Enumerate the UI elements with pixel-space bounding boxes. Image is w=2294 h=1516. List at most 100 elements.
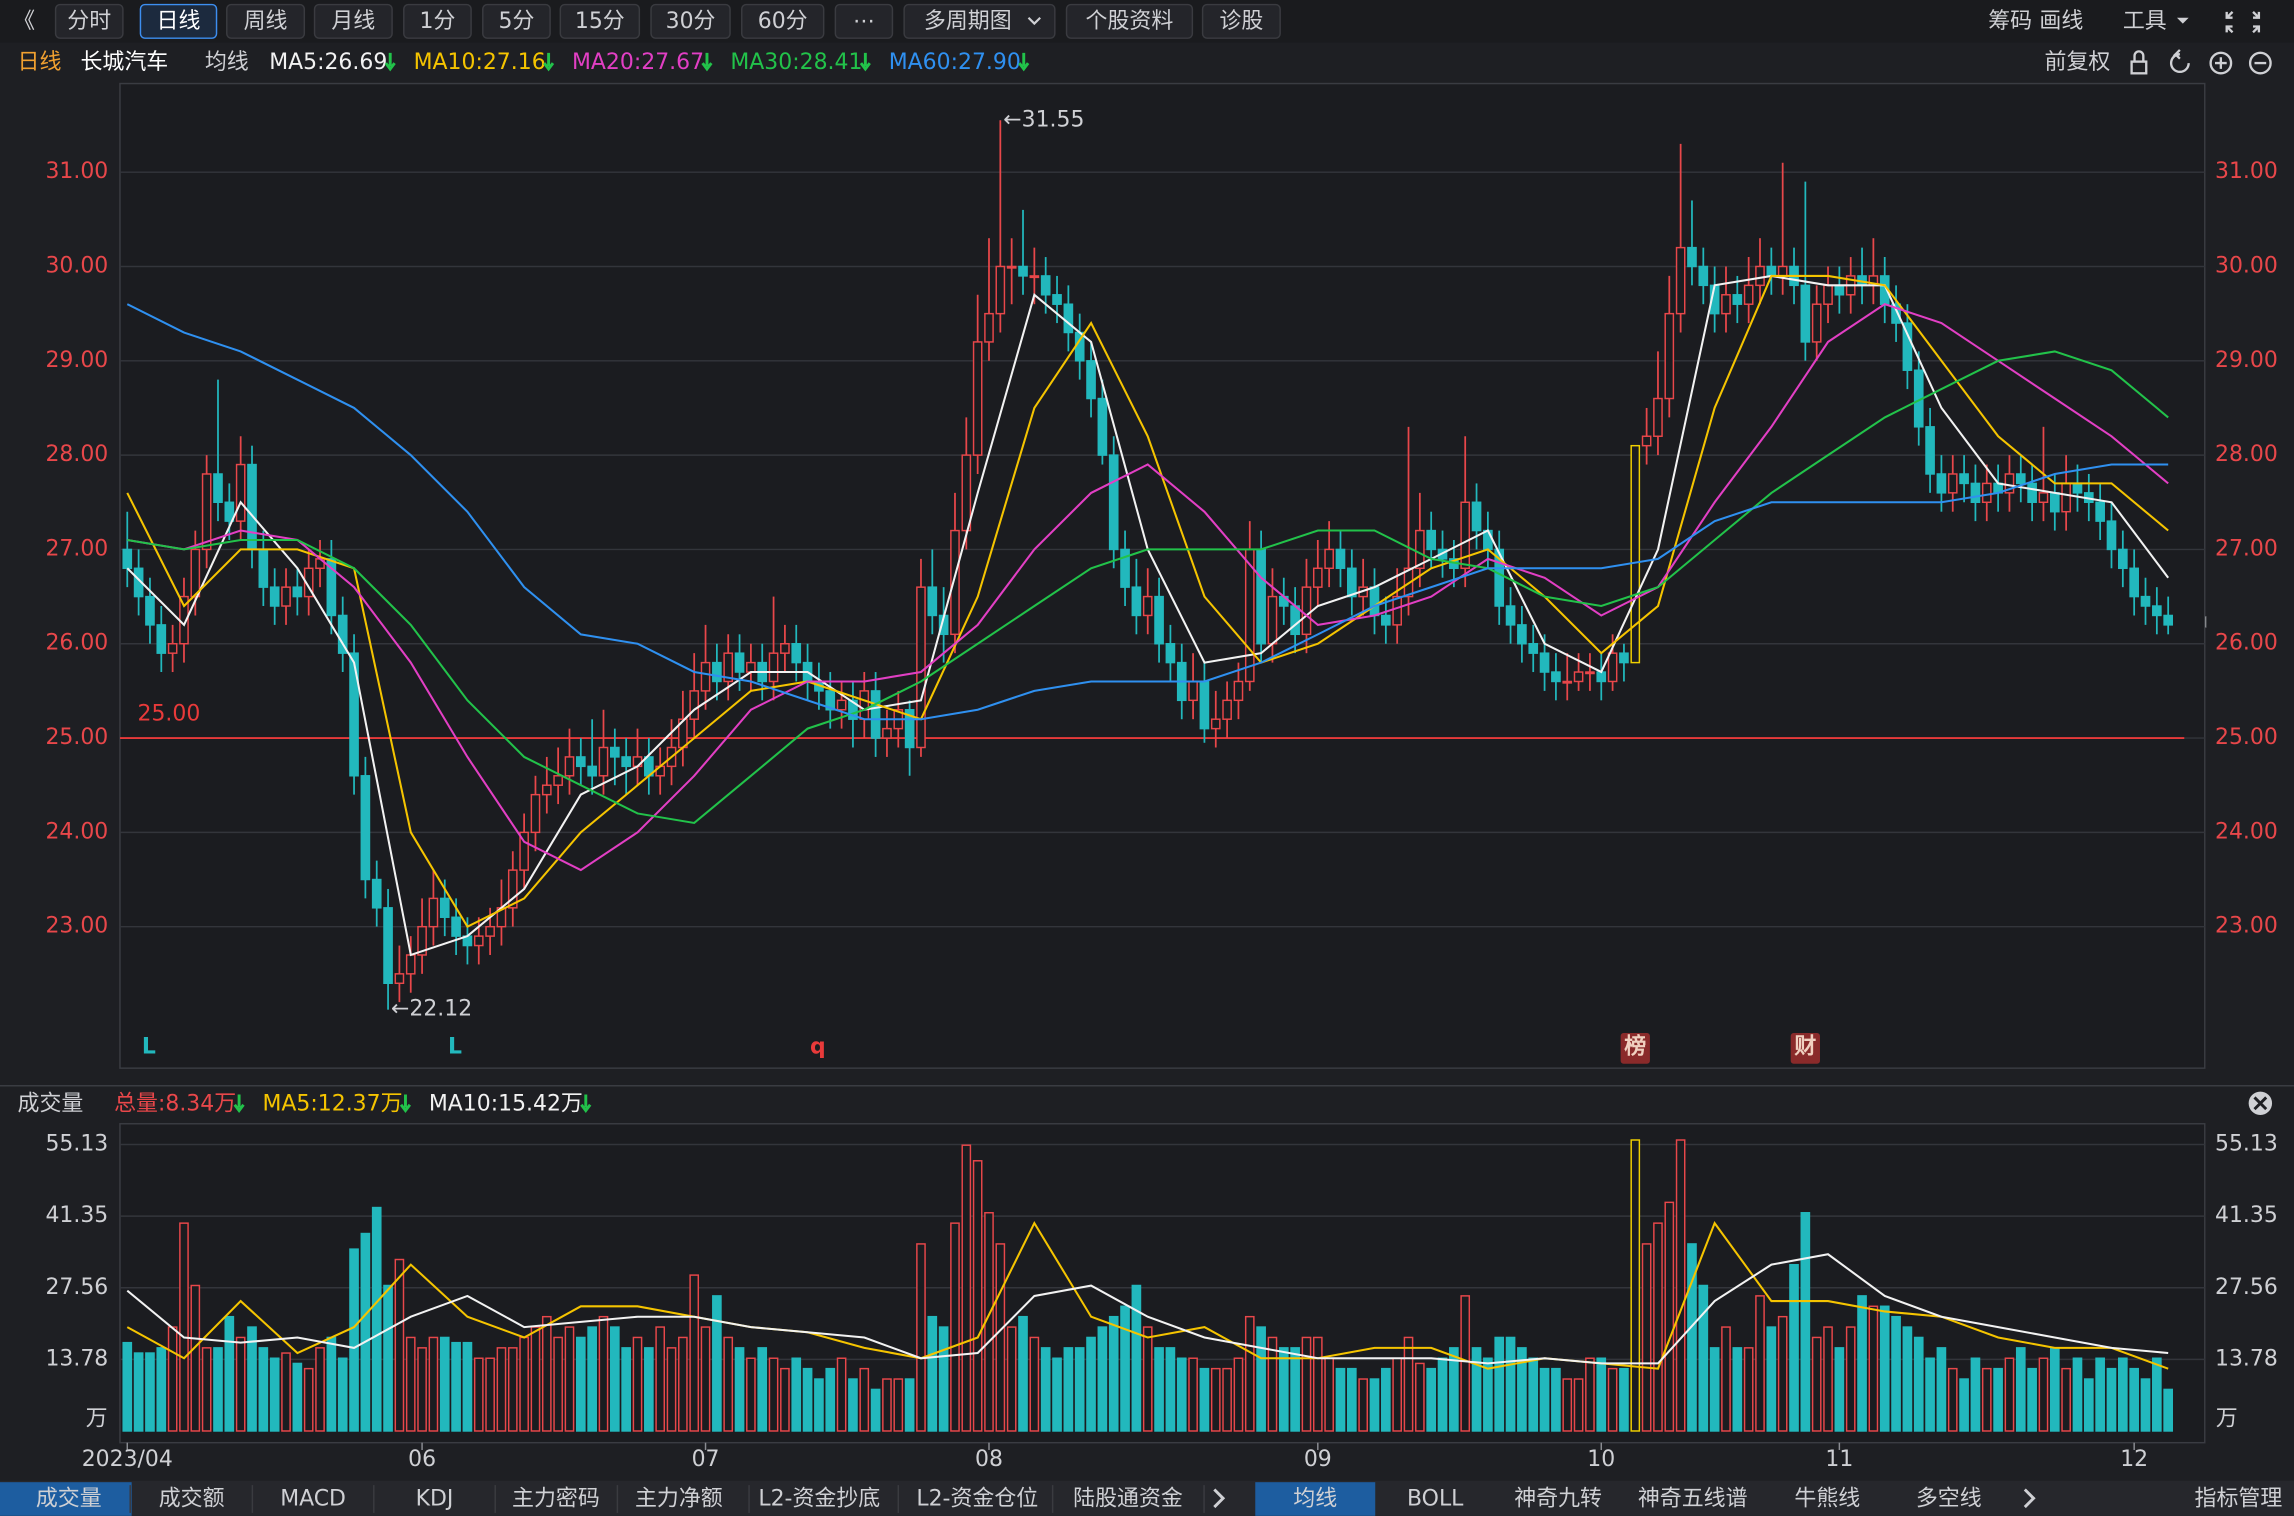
volume-bar	[927, 1315, 938, 1432]
tab[interactable]: MACD	[280, 1487, 346, 1512]
down-arrow	[233, 1094, 245, 1114]
tab[interactable]: 主力密码	[512, 1487, 600, 1512]
toolbar-button-label[interactable]: 日线	[157, 9, 201, 34]
toolbar-button-label[interactable]: 30分	[666, 9, 716, 34]
volume-bar	[2015, 1347, 2026, 1432]
tab[interactable]: 均线	[1293, 1487, 1337, 1512]
toolbar-button-label[interactable]: 多周期图	[924, 9, 1012, 34]
candle-body	[1154, 595, 1164, 645]
toolbar-right[interactable]: 筹码	[1988, 9, 2032, 34]
volume-bar	[1403, 1336, 1414, 1432]
toolbar-button-label[interactable]: 5分	[498, 9, 534, 34]
tab[interactable]: 成交额	[159, 1487, 225, 1512]
volume-bar	[1970, 1357, 1981, 1432]
candle-body	[1653, 397, 1663, 437]
toolbar-button[interactable]	[54, 3, 124, 39]
toolbar-button-label[interactable]: 个股资料	[1086, 9, 1174, 34]
volume-bar	[1868, 1305, 1879, 1432]
tab-scroll[interactable]	[1213, 1488, 1226, 1509]
tab[interactable]: 神奇五线谱	[1638, 1487, 1748, 1512]
volume-bar	[462, 1341, 473, 1432]
volume-bar	[1029, 1336, 1040, 1432]
down-arrow	[580, 1094, 592, 1114]
volume-bar	[1573, 1378, 1584, 1432]
candle-body	[1607, 652, 1618, 683]
toolbar-button[interactable]	[482, 3, 551, 39]
volume-bar	[814, 1378, 824, 1432]
toolbar-button[interactable]	[1065, 3, 1194, 39]
volume-bar	[224, 1315, 235, 1432]
tab[interactable]: 神奇九转	[1514, 1487, 1602, 1512]
toolbar-button[interactable]	[650, 3, 731, 39]
tab[interactable]: 主力净额	[635, 1487, 723, 1512]
candle-body	[439, 897, 450, 918]
toolbar-button[interactable]	[139, 3, 218, 39]
volume-bar	[439, 1336, 450, 1432]
volume-bar	[1891, 1315, 1901, 1432]
toolbar-button-label[interactable]: 诊股	[1219, 9, 1263, 34]
candle-body	[734, 652, 745, 673]
tab-active	[1255, 1482, 1376, 1516]
y-tick-label: 29.00	[45, 348, 108, 373]
down-arrow	[384, 52, 396, 72]
toolbar-button-label[interactable]: 60分	[758, 9, 808, 34]
candle-body	[1596, 671, 1607, 683]
toolbar-button-label[interactable]: ⋯	[853, 9, 875, 34]
candle-body	[1675, 246, 1686, 315]
toolbar-button-label[interactable]: 1分	[419, 9, 455, 34]
adjust-label[interactable]: 前复权	[2045, 50, 2111, 75]
header-icons[interactable]	[2130, 11, 2272, 75]
volume-bar	[292, 1362, 303, 1432]
toolbar-button-label[interactable]: 15分	[575, 9, 625, 34]
toolbar-button-label[interactable]: 月线	[331, 9, 375, 34]
toolbar-button[interactable]	[741, 3, 825, 39]
volume-bar	[1188, 1357, 1198, 1432]
toolbar-button-label[interactable]: 分时	[67, 9, 111, 34]
tab[interactable]: 指标管理	[2195, 1487, 2283, 1512]
volume-bar	[757, 1347, 768, 1432]
candle-body	[1947, 473, 1958, 494]
y-tick-label: 31.00	[45, 159, 108, 184]
toolbar-button[interactable]	[403, 3, 472, 39]
candle-body	[621, 756, 631, 768]
tab[interactable]: 多空线	[1916, 1487, 1982, 1512]
candle-body	[156, 624, 167, 654]
marker: L	[448, 1035, 462, 1060]
tab[interactable]: 陆股通资金	[1073, 1487, 1183, 1512]
down-arrow	[701, 52, 713, 72]
toolbar-button[interactable]	[903, 3, 1056, 39]
tab[interactable]: L2-资金抄底	[758, 1487, 880, 1512]
x-tick-label: 10	[1587, 1447, 1615, 1472]
volume-bar	[768, 1357, 779, 1432]
volume-bar	[689, 1274, 700, 1432]
toolbar-right[interactable]: 画线	[2039, 9, 2083, 34]
candle-body	[995, 265, 1006, 315]
candle-body	[1483, 529, 1493, 551]
close-icon[interactable]	[2248, 1091, 2273, 1115]
price-plot	[119, 82, 2206, 1069]
toolbar-button[interactable]	[559, 3, 641, 39]
tab[interactable]: KDJ	[416, 1487, 454, 1512]
x-tick-label: 07	[692, 1447, 720, 1472]
volume-bar	[1902, 1326, 1913, 1432]
candle-body	[1732, 294, 1743, 305]
toolbar-button[interactable]	[313, 3, 393, 39]
toolbar-button[interactable]	[226, 3, 306, 39]
toolbar-right[interactable]: 工具	[2123, 9, 2167, 34]
volume-bar	[666, 1347, 677, 1432]
tab[interactable]: 牛熊线	[1794, 1487, 1860, 1512]
back-button[interactable]: 《	[13, 9, 35, 34]
toolbar-button[interactable]	[834, 3, 894, 39]
tab[interactable]: L2-资金仓位	[916, 1487, 1038, 1512]
x-tick-label: 11	[1825, 1447, 1853, 1472]
tab-scroll[interactable]	[2023, 1488, 2036, 1509]
tab[interactable]: BOLL	[1407, 1487, 1464, 1512]
candle-body	[1052, 294, 1062, 305]
volume-bar	[746, 1357, 756, 1432]
volume-bar	[1142, 1326, 1153, 1432]
tab[interactable]: 成交量	[36, 1487, 102, 1512]
toolbar-button[interactable]	[1201, 3, 1281, 39]
candle-body	[122, 548, 133, 570]
toolbar-button-label[interactable]: 周线	[244, 9, 288, 34]
